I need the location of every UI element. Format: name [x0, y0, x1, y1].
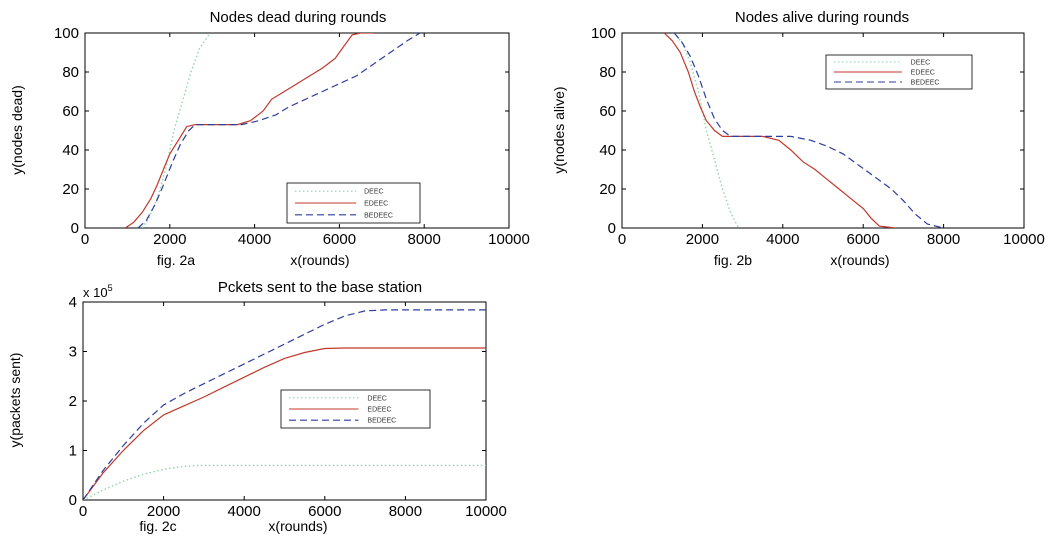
x-tick-label: 6000: [308, 503, 341, 520]
legend: DEEC EDEEC BEDEEC: [825, 54, 973, 90]
figure-label: fig. 2a: [157, 252, 195, 268]
x-tick-label: 10000: [465, 503, 507, 520]
y-tick-label: 40: [599, 142, 616, 159]
y-tick-label: 80: [62, 64, 79, 81]
series-line-bedeec: [83, 309, 486, 500]
chart-title: Nodes dead during rounds: [210, 9, 387, 26]
chart-title: Pckets sent to the base station: [218, 279, 422, 296]
series-line-bedeec: [673, 33, 944, 228]
y-tick-label: 1: [69, 443, 77, 460]
y-tick-label: 20: [62, 181, 79, 198]
chart-3: Pckets sent to the base station x 105 0 200…: [7, 279, 507, 534]
y-tick-label: 20: [599, 181, 616, 198]
y-tick-label: 60: [599, 103, 616, 120]
y-tick-label: 4: [69, 294, 77, 311]
series-line-edeec: [83, 347, 486, 500]
series-line-deec: [673, 33, 740, 228]
legend-label-bedeec: BEDEEC: [364, 212, 393, 219]
y-tick-label: 80: [599, 64, 616, 81]
legend-label-bedeec: BEDEEC: [911, 80, 940, 87]
y-tick-label: 100: [591, 25, 616, 42]
x-axis-label: x(rounds): [290, 252, 349, 268]
y-scale-factor: x 105: [83, 283, 113, 300]
series-line-bedeec: [137, 33, 427, 228]
x-tick-label: 4000: [766, 231, 799, 248]
legend-label-deec: DEEC: [911, 60, 930, 67]
x-tick-label: 8000: [927, 231, 960, 248]
x-tick-label: 6000: [323, 231, 356, 248]
figure-label: fig. 2b: [714, 252, 752, 268]
x-tick-label: 4000: [238, 231, 271, 248]
y-tick-label: 0: [608, 220, 616, 237]
series-line-deec: [83, 464, 486, 500]
legend-label-deec: DEEC: [364, 189, 383, 196]
legend-label-edeec: EDEEC: [364, 201, 388, 208]
x-tick-label: 0: [618, 231, 626, 248]
x-tick-label: 8000: [389, 503, 422, 520]
chart-2: Nodes alive during rounds 0 2000 4000 6000 80…: [551, 9, 1045, 268]
y-axis-label: y(packets sent): [7, 353, 23, 448]
legend-label-edeec: EDEEC: [911, 70, 935, 77]
x-axis-label: x(rounds): [830, 252, 889, 268]
y-tick-label: 100: [54, 25, 79, 42]
x-tick-label: 4000: [228, 503, 261, 520]
x-tick-label: 8000: [408, 231, 441, 248]
y-tick-label: 2: [69, 393, 77, 410]
x-tick-label: 0: [79, 503, 87, 520]
legend: DEEC EDEEC BEDEEC: [286, 182, 421, 224]
y-tick-label: 60: [62, 103, 79, 120]
x-tick-label: 2000: [686, 231, 719, 248]
x-axis-label: x(rounds): [268, 518, 327, 534]
legend-label-deec: DEEC: [367, 395, 386, 402]
chart-title: Nodes alive during rounds: [735, 9, 909, 26]
legend-label-edeec: EDEEC: [367, 407, 391, 414]
x-tick-label: 0: [81, 231, 89, 248]
x-tick-label: 10000: [1003, 231, 1045, 248]
series-line-edeec: [124, 33, 374, 228]
legend-label-bedeec: BEDEEC: [367, 418, 396, 425]
legend: DEEC EDEEC BEDEEC: [280, 389, 431, 429]
figure-label: fig. 2c: [139, 518, 176, 534]
series-line-deec: [141, 33, 211, 228]
y-tick-label: 40: [62, 142, 79, 159]
x-tick-label: 10000: [488, 231, 530, 248]
x-tick-label: 6000: [847, 231, 880, 248]
x-tick-label: 2000: [147, 503, 180, 520]
y-tick-label: 3: [69, 344, 77, 361]
y-tick-label: 0: [69, 492, 77, 509]
series-line-edeec: [663, 33, 896, 228]
x-tick-label: 2000: [153, 231, 186, 248]
y-axis-label: y(nodes alive): [551, 86, 567, 173]
y-axis-label: y(nodes dead): [9, 85, 25, 175]
y-tick-label: 0: [71, 220, 79, 237]
